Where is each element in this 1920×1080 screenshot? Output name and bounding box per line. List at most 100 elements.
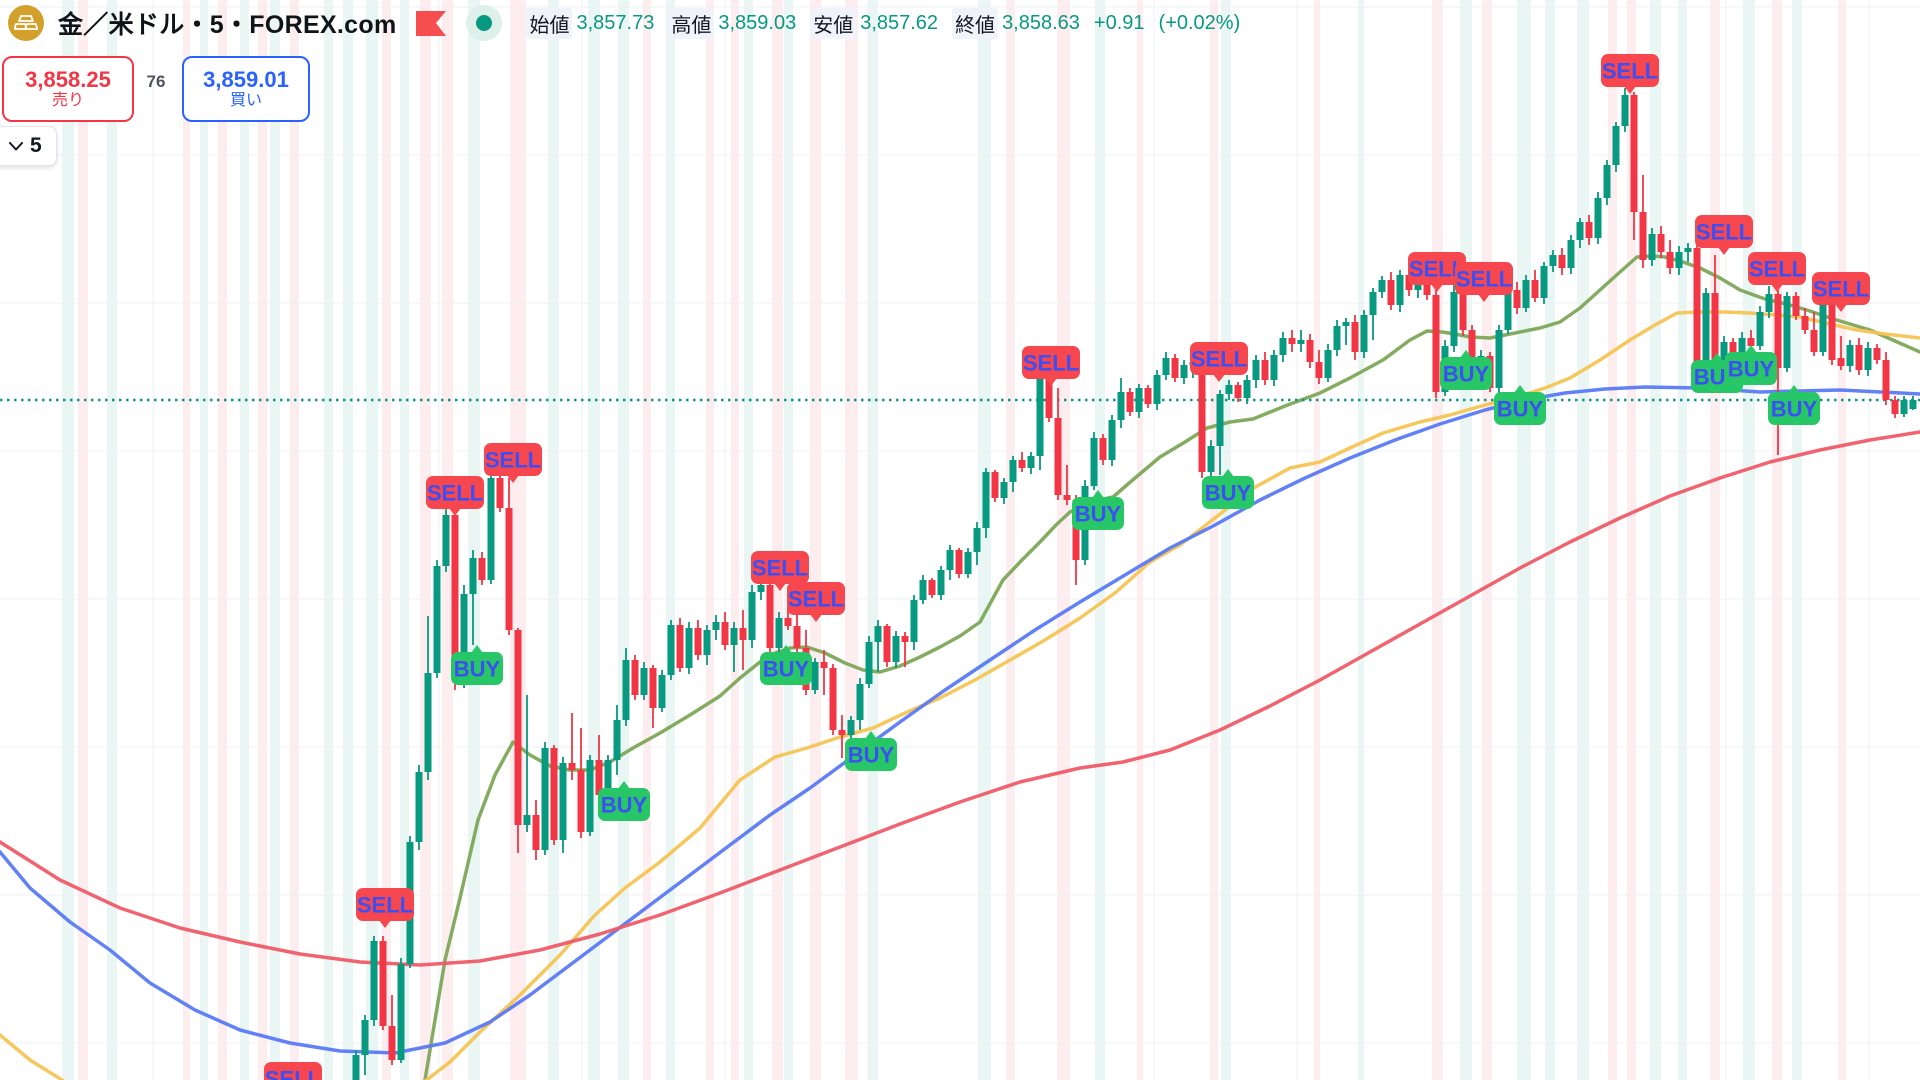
candle-up [730,628,738,645]
badge-tail [379,920,391,928]
candle-down [1801,316,1809,330]
buy-signal-badge[interactable]: BUY [1725,345,1777,385]
candle-down [1855,345,1863,370]
sell-signal-badge[interactable]: SELL [1601,54,1659,94]
candle-down [505,508,513,630]
badge-box [1725,352,1777,385]
candle-up [712,622,720,630]
badge-text: SELL [357,893,413,918]
candle-down [991,472,999,498]
session-stripe [1608,0,1617,1080]
buy-label: 買い [229,92,262,110]
badge-tail [1222,469,1234,477]
session-stripe [1095,0,1105,1080]
buy-signal-badge[interactable]: BUY [1202,469,1254,509]
session-stripe [1545,0,1555,1080]
badge-tail [1745,345,1757,353]
sell-signal-badge[interactable]: SELL [1408,252,1466,292]
sell-signal-badge[interactable]: SELL [484,443,542,483]
sell-quote-button[interactable]: 3,858.25 売り [2,56,134,122]
candle-up [865,642,873,684]
badge-text: SELL [788,587,844,612]
candle-down [1729,342,1737,358]
candle-down [1171,358,1179,378]
session-stripe [643,0,651,1080]
candle-up [1270,355,1278,380]
candle-down [1405,275,1413,290]
badge-tail [810,614,822,622]
buy-signal-badge[interactable]: BUY [1494,385,1546,425]
candle-down [901,636,909,642]
candle-down [1468,330,1476,360]
sell-signal-badge[interactable]: SELL [356,888,414,928]
symbol-header: 金／米ドル・5・FOREX.com 始値 3,857.73 高値 3,859.03 … [0,0,1920,46]
timeframe-selector[interactable]: 5 [0,126,57,166]
candle-up [748,592,756,640]
sell-signal-badge[interactable]: SELL [787,582,845,622]
candle-up [685,628,693,668]
sell-signal-badge[interactable]: SELL [1455,262,1513,302]
badge-text: BUY [763,657,810,682]
badge-text: BUY [1497,397,1544,422]
chevron-down-icon [9,141,23,150]
candle-down [532,815,540,850]
session-stripe [1482,0,1492,1080]
session-stripe [1517,0,1531,1080]
buy-signal-badge[interactable]: BUY [1440,350,1492,390]
badge-tail [471,645,483,653]
flag-icon[interactable] [416,10,447,36]
session-stripe [78,0,88,1080]
sell-price: 3,858.25 [25,67,111,93]
sell-signal-badge[interactable]: SELL [1748,252,1806,292]
session-stripe [772,0,783,1080]
candle-down [1126,392,1134,412]
session-stripe [366,0,378,1080]
session-stripe [618,0,629,1080]
candle-down [388,1026,396,1060]
candle-down [1882,360,1890,400]
session-stripe [810,0,821,1080]
candle-up [1252,360,1260,380]
badge-tail [774,583,786,591]
candle-up [847,720,855,735]
candle-up [1090,438,1098,486]
spread-value: 76 [146,72,166,91]
candle-down [793,626,801,648]
candle-up [1324,350,1332,378]
buy-signal-badge[interactable]: BUY [1768,385,1820,425]
candle-up [1621,95,1629,126]
buy-signal-badge[interactable]: BUY [598,781,650,821]
candle-up [946,550,954,570]
candle-down [1045,378,1053,418]
candle-down [1657,234,1665,252]
sell-signal-badge[interactable]: SELL [264,1062,322,1080]
sell-signal-badge[interactable]: SELL [1190,342,1248,382]
market-status-icon[interactable] [466,5,503,41]
symbol-title[interactable]: 金／米ドル・5・FOREX.com [58,11,397,39]
candle-up [1009,460,1017,482]
session-stripe [290,0,299,1080]
candle-down [1891,400,1899,414]
sell-signal-badge[interactable]: SELL [426,476,484,516]
session-stripe [258,0,267,1080]
buy-quote-button[interactable]: 3,859.01 買い [182,56,310,122]
buy-signal-badge[interactable]: BUY [760,645,812,685]
candle-down [829,668,837,730]
buy-signal-badge[interactable]: BUY [845,731,897,771]
candle-down [568,763,576,770]
session-stripe [845,0,858,1080]
sell-signal-badge[interactable]: SELL [1812,272,1870,312]
candle-up [1450,292,1458,346]
buy-signal-badge[interactable]: BUY [451,645,503,685]
session-stripe [1792,0,1802,1080]
candle-up [910,600,918,642]
sell-signal-badge[interactable]: SELL [1695,215,1753,255]
buy-signal-badge[interactable]: BUY [1072,490,1124,530]
candle-down [379,941,387,1026]
candle-up [1612,126,1620,165]
sell-signal-badge[interactable]: SELL [751,551,809,591]
session-stripe [324,0,333,1080]
badge-tail [1213,374,1225,382]
sell-signal-badge[interactable]: SELL [1022,346,1080,386]
